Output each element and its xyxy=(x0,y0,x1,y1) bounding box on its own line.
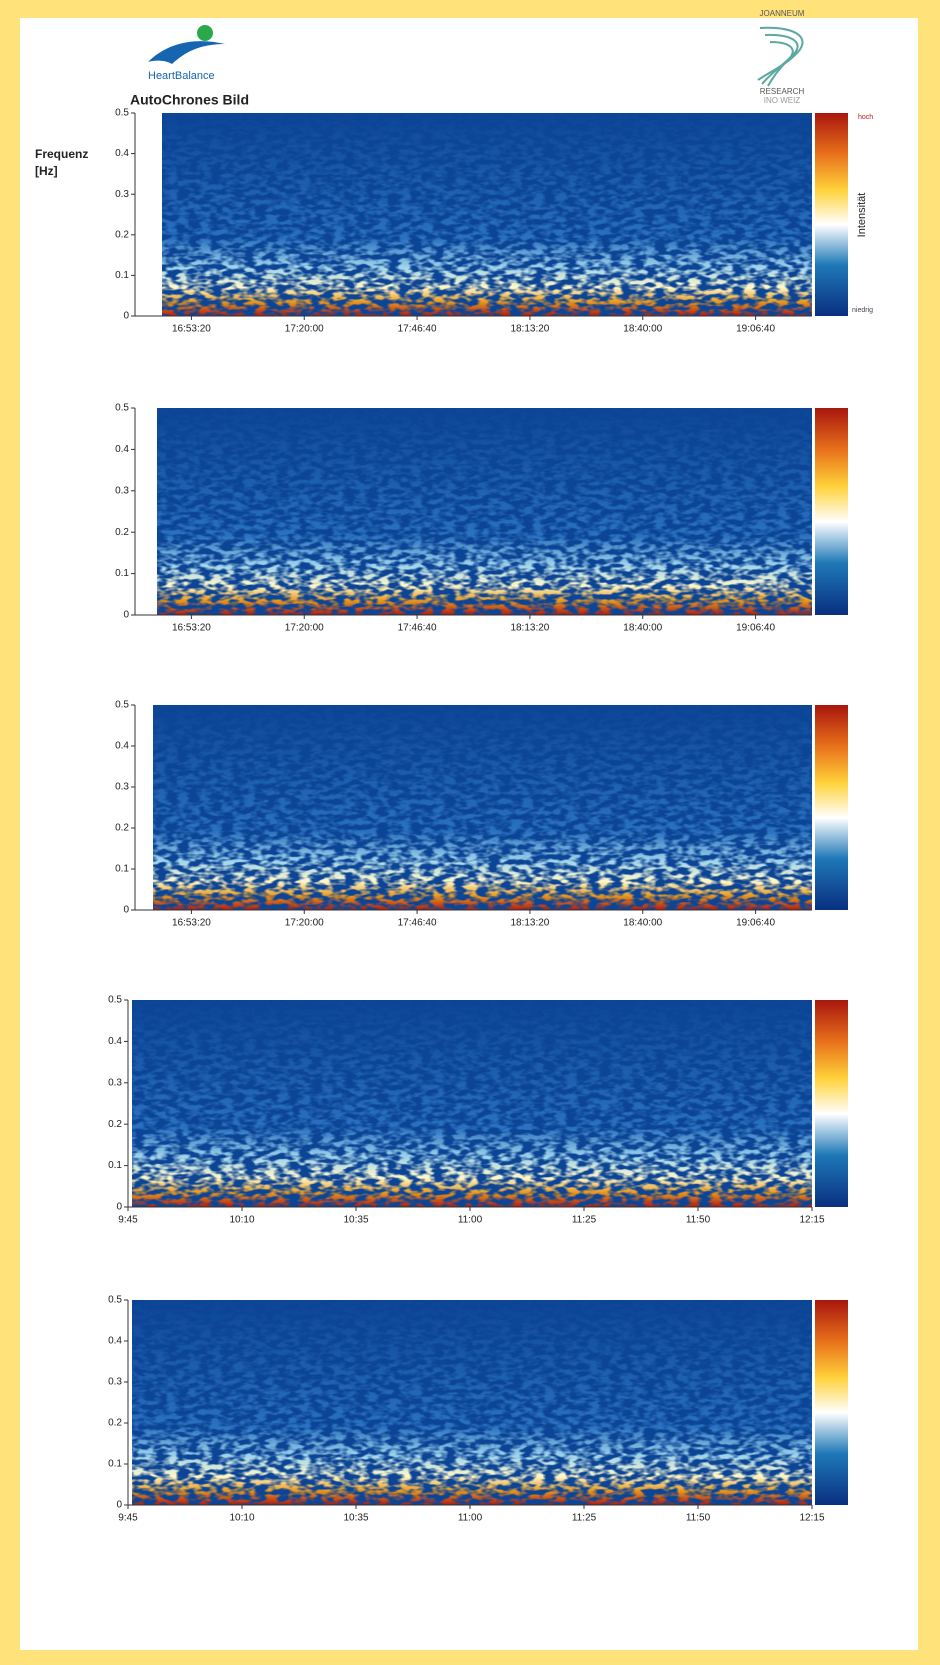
spectrogram-texture xyxy=(162,113,812,316)
x-tick-label: 11:00 xyxy=(458,1513,483,1524)
y-tick-label: 0.4 xyxy=(108,1336,122,1347)
institute-bottom: INO WEIZ xyxy=(764,96,801,105)
x-tick-label: 18:13:20 xyxy=(510,918,549,929)
x-tick-label: 19:06:40 xyxy=(736,623,775,634)
y-tick-label: 0.1 xyxy=(115,568,129,579)
colorbar xyxy=(815,1000,848,1207)
logo-text: HeartBalance xyxy=(148,70,215,82)
x-tick-label: 11:25 xyxy=(572,1215,597,1226)
spectrogram-texture xyxy=(157,408,812,615)
y-tick-label: 0.5 xyxy=(108,995,122,1006)
spectrogram-texture xyxy=(132,1000,812,1207)
y-tick-label: 0 xyxy=(123,905,129,916)
x-tick-label: 17:20:00 xyxy=(285,324,324,335)
y-tick-label: 0.1 xyxy=(108,1160,122,1171)
x-tick-label: 9:45 xyxy=(118,1513,138,1524)
y-tick-label: 0.2 xyxy=(108,1418,122,1429)
y-tick-label: 0.1 xyxy=(115,270,129,281)
x-tick-label: 18:40:00 xyxy=(623,324,662,335)
x-tick-label: 18:40:00 xyxy=(623,623,662,634)
y-tick-label: 0.1 xyxy=(115,864,129,875)
x-tick-label: 10:10 xyxy=(229,1215,254,1226)
y-tick-label: 0 xyxy=(116,1202,122,1213)
x-tick-label: 17:46:40 xyxy=(398,623,437,634)
y-tick-label: 0.3 xyxy=(108,1377,122,1388)
y-tick-label: 0.3 xyxy=(115,485,129,496)
y-tick-label: 0.4 xyxy=(115,148,129,159)
spectrogram-texture xyxy=(153,705,812,910)
y-tick-label: 0.5 xyxy=(115,403,129,414)
y-label: [Hz] xyxy=(35,164,58,178)
x-tick-label: 9:45 xyxy=(118,1215,138,1226)
y-tick-label: 0.2 xyxy=(115,229,129,240)
x-tick-label: 12:15 xyxy=(799,1215,824,1226)
x-tick-label: 16:53:20 xyxy=(172,623,211,634)
x-tick-label: 10:35 xyxy=(343,1215,368,1226)
y-tick-label: 0.2 xyxy=(115,823,129,834)
x-tick-label: 11:25 xyxy=(572,1513,597,1524)
y-tick-label: 0.2 xyxy=(108,1119,122,1130)
x-tick-label: 10:35 xyxy=(343,1513,368,1524)
y-tick-label: 0 xyxy=(116,1500,122,1511)
x-tick-label: 18:13:20 xyxy=(510,623,549,634)
spectrogram-texture xyxy=(132,1300,812,1505)
y-tick-label: 0.5 xyxy=(115,108,129,119)
x-tick-label: 19:06:40 xyxy=(736,324,775,335)
y-tick-label: 0.4 xyxy=(108,1036,122,1047)
x-tick-label: 12:15 xyxy=(799,1513,824,1524)
title: AutoChrones Bild xyxy=(130,92,249,108)
x-tick-label: 10:10 xyxy=(229,1513,254,1524)
x-tick-label: 17:20:00 xyxy=(285,918,324,929)
x-tick-label: 11:50 xyxy=(686,1513,711,1524)
colorbar-low: niedrig xyxy=(852,307,873,314)
colorbar xyxy=(815,705,848,910)
colorbar-label: Intensität xyxy=(856,193,868,238)
colorbar xyxy=(815,113,848,316)
x-tick-label: 16:53:20 xyxy=(172,918,211,929)
colorbar-high: hoch xyxy=(858,114,873,121)
x-tick-label: 18:13:20 xyxy=(510,324,549,335)
y-tick-label: 0.2 xyxy=(115,527,129,538)
y-tick-label: 0.3 xyxy=(108,1077,122,1088)
x-tick-label: 18:40:00 xyxy=(623,918,662,929)
colorbar xyxy=(815,1300,848,1505)
x-tick-label: 16:53:20 xyxy=(172,324,211,335)
y-tick-label: 0 xyxy=(123,610,129,621)
x-tick-label: 11:00 xyxy=(458,1215,483,1226)
y-tick-label: 0.5 xyxy=(108,1295,122,1306)
y-tick-label: 0.5 xyxy=(115,700,129,711)
x-tick-label: 17:46:40 xyxy=(398,918,437,929)
institute-mid: RESEARCH xyxy=(760,87,805,96)
x-tick-label: 17:46:40 xyxy=(398,324,437,335)
y-label: Frequenz xyxy=(35,147,88,161)
page-svg: HeartBalance JOANNEUM RESEARCH INO WEIZ … xyxy=(0,0,940,1665)
y-tick-label: 0 xyxy=(123,311,129,322)
colorbar xyxy=(815,408,848,615)
x-tick-label: 19:06:40 xyxy=(736,918,775,929)
x-tick-label: 17:20:00 xyxy=(285,623,324,634)
y-tick-label: 0.4 xyxy=(115,444,129,455)
page: {"header": {"logo_text": "HeartBalance",… xyxy=(0,0,940,1665)
institute-top: JOANNEUM xyxy=(760,9,805,18)
y-tick-label: 0.1 xyxy=(108,1459,122,1470)
x-tick-label: 11:50 xyxy=(686,1215,711,1226)
y-tick-label: 0.4 xyxy=(115,741,129,752)
y-tick-label: 0.3 xyxy=(115,189,129,200)
logo-dot xyxy=(197,25,213,41)
y-tick-label: 0.3 xyxy=(115,782,129,793)
